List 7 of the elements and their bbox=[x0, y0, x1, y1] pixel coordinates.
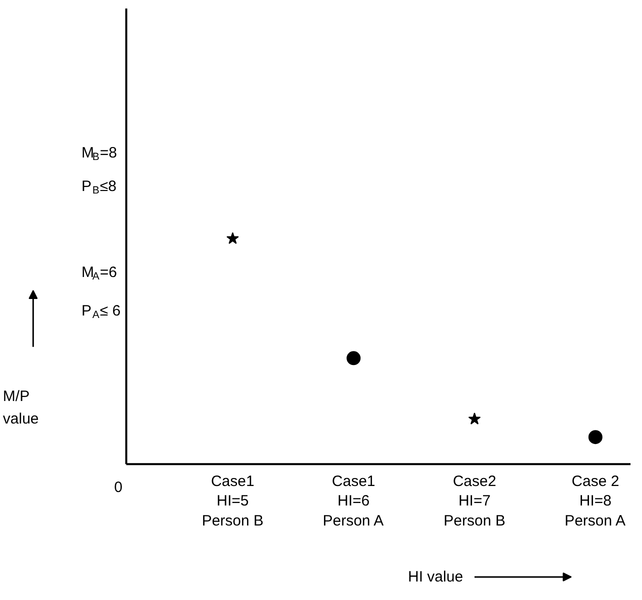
text: M/P value bbox=[2, 388, 39, 428]
x-tick-label: Case1 HI=5 Person B bbox=[202, 473, 264, 530]
text: 0 bbox=[114, 479, 123, 496]
x-tick-label: Case 2 HI=8 Person A bbox=[564, 473, 626, 530]
x-tick-label: Case2 HI=7 Person B bbox=[444, 473, 506, 530]
x-axis-title: HI value bbox=[408, 568, 464, 586]
x-tick-label: Case1 HI=6 Person A bbox=[322, 473, 384, 530]
